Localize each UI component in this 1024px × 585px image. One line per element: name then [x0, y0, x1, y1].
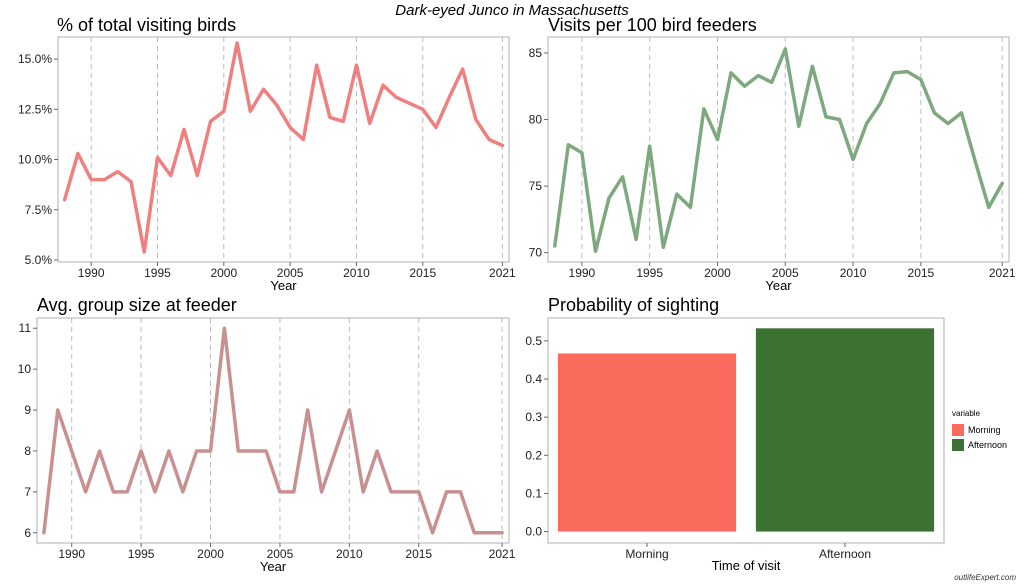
group-x-tick-label: 2000: [197, 547, 224, 561]
visits-x-tick-label: 2021: [989, 266, 1016, 280]
pct-chart-title: % of total visiting birds: [57, 15, 237, 35]
pct-x-tick-label: 2021: [489, 266, 516, 280]
group-plot-frame: [36, 317, 510, 544]
group-y-tick-label: 6: [24, 526, 31, 540]
visits-chart-title: Visits per 100 bird feeders: [548, 15, 757, 35]
watermark: outlifeExpert.com: [954, 573, 1016, 582]
visits-plot-frame: [547, 36, 1010, 263]
visits-x-tick-label: 2000: [704, 266, 731, 280]
visits-y-tick-label: 85: [529, 46, 543, 60]
legend-title: variable: [952, 409, 981, 418]
legend: variable Morning Afternoon: [952, 409, 1007, 452]
pct-x-tick-label: 1990: [78, 266, 105, 280]
group-y-tick-label: 8: [24, 444, 31, 458]
group-x-axis-title: Year: [260, 559, 287, 574]
legend-item-morning: Morning: [952, 422, 1007, 437]
legend-item-afternoon: Afternoon: [952, 437, 1007, 452]
visits-x-tick-label: 2010: [840, 266, 867, 280]
group-series-line: [42, 326, 504, 535]
visits-x-axis-title: Year: [765, 278, 792, 293]
visits-x-tick-label: 2005: [772, 266, 799, 280]
prob-y-tick-label: 0.2: [525, 448, 542, 462]
group-x-tick-label: 2005: [267, 547, 294, 561]
prob-y-tick-label: 0.5: [525, 334, 542, 348]
legend-swatch-morning: [952, 423, 964, 436]
visits-x-tick-label: 1995: [636, 266, 663, 280]
pct-x-tick-label: 2010: [343, 266, 370, 280]
visits-x-tick-label: 1990: [569, 266, 596, 280]
group-x-tick-label: 1995: [128, 547, 155, 561]
pct-x-tick-label: 1995: [144, 266, 171, 280]
legend-label-morning: Morning: [968, 424, 1001, 435]
pct-y-tick-label: 15.0%: [18, 52, 52, 66]
pct-series-line: [62, 41, 505, 254]
pct-x-tick-label: 2005: [277, 266, 304, 280]
group-chart-title: Avg. group size at feeder: [37, 295, 237, 315]
legend-swatch-afternoon: [952, 438, 964, 451]
group-y-tick-label: 9: [24, 403, 31, 417]
pct-x-axis-title: Year: [270, 278, 297, 293]
group-y-tick-label: 10: [18, 362, 32, 376]
visits-y-tick-label: 70: [529, 246, 543, 260]
prob-bar-morning: [557, 353, 737, 532]
legend-label-afternoon: Afternoon: [968, 439, 1008, 450]
main-title: Dark-eyed Junco in Massachusetts: [395, 2, 629, 19]
group-y-tick-label: 11: [19, 321, 32, 335]
prob-x-tick-label: Morning: [625, 547, 668, 561]
group-x-tick-label: 2021: [489, 547, 516, 561]
prob-y-tick-label: 0.1: [525, 486, 542, 500]
pct-plot-frame: [57, 36, 510, 263]
pct-x-tick-label: 2000: [210, 266, 237, 280]
prob-bar-afternoon: [755, 328, 935, 532]
group-x-tick-label: 1990: [58, 547, 85, 561]
visits-series-line: [553, 47, 1004, 254]
pct-x-tick-label: 2015: [409, 266, 436, 280]
pct-y-tick-label: 12.5%: [18, 102, 52, 116]
prob-chart-title: Probability of sighting: [548, 295, 720, 315]
prob-y-tick-label: 0.3: [525, 410, 542, 424]
group-y-tick-label: 7: [24, 485, 31, 499]
pct-y-tick-label: 7.5%: [25, 203, 53, 217]
prob-x-axis-title: Time of visit: [712, 558, 781, 573]
prob-y-tick-label: 0.4: [525, 372, 542, 386]
visits-x-tick-label: 2015: [908, 266, 935, 280]
prob-x-tick-label: Afternoon: [819, 547, 871, 561]
pct-y-tick-label: 5.0%: [25, 253, 53, 267]
group-x-tick-label: 2015: [405, 547, 432, 561]
group-x-tick-label: 2010: [336, 547, 363, 561]
prob-y-tick-label: 0.0: [525, 525, 542, 539]
visits-y-tick-label: 80: [529, 113, 543, 127]
visits-y-tick-label: 75: [529, 179, 543, 193]
pct-y-tick-label: 10.0%: [18, 153, 52, 167]
